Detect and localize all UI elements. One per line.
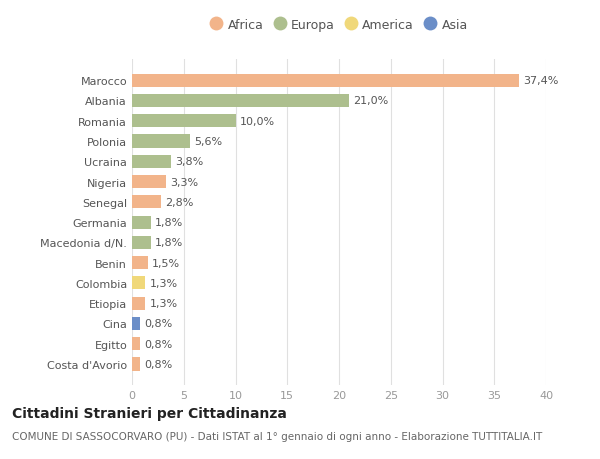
Text: 1,8%: 1,8% bbox=[155, 218, 183, 228]
Text: 3,3%: 3,3% bbox=[170, 177, 199, 187]
Bar bbox=[132, 337, 140, 351]
Bar bbox=[132, 176, 166, 189]
Bar bbox=[132, 297, 145, 310]
Bar bbox=[132, 74, 519, 88]
Text: 1,3%: 1,3% bbox=[149, 278, 178, 288]
Bar bbox=[132, 216, 151, 229]
Bar bbox=[132, 358, 140, 371]
Text: 2,8%: 2,8% bbox=[165, 197, 193, 207]
Bar bbox=[132, 236, 151, 249]
Text: 10,0%: 10,0% bbox=[239, 117, 275, 127]
Text: 0,8%: 0,8% bbox=[145, 339, 173, 349]
Bar bbox=[132, 115, 235, 128]
Text: Cittadini Stranieri per Cittadinanza: Cittadini Stranieri per Cittadinanza bbox=[12, 406, 287, 420]
Legend: Africa, Europa, America, Asia: Africa, Europa, America, Asia bbox=[205, 14, 473, 37]
Bar bbox=[132, 95, 349, 108]
Bar bbox=[132, 196, 161, 209]
Text: 1,5%: 1,5% bbox=[152, 258, 180, 268]
Bar bbox=[132, 156, 172, 168]
Bar bbox=[132, 277, 145, 290]
Text: 21,0%: 21,0% bbox=[353, 96, 389, 106]
Text: 1,8%: 1,8% bbox=[155, 238, 183, 248]
Text: 3,8%: 3,8% bbox=[175, 157, 204, 167]
Text: 37,4%: 37,4% bbox=[523, 76, 559, 86]
Text: 0,8%: 0,8% bbox=[145, 319, 173, 329]
Bar bbox=[132, 317, 140, 330]
Text: COMUNE DI SASSOCORVARO (PU) - Dati ISTAT al 1° gennaio di ogni anno - Elaborazio: COMUNE DI SASSOCORVARO (PU) - Dati ISTAT… bbox=[12, 431, 542, 442]
Bar bbox=[132, 135, 190, 148]
Bar bbox=[132, 257, 148, 269]
Text: 5,6%: 5,6% bbox=[194, 137, 222, 147]
Text: 0,8%: 0,8% bbox=[145, 359, 173, 369]
Text: 1,3%: 1,3% bbox=[149, 298, 178, 308]
